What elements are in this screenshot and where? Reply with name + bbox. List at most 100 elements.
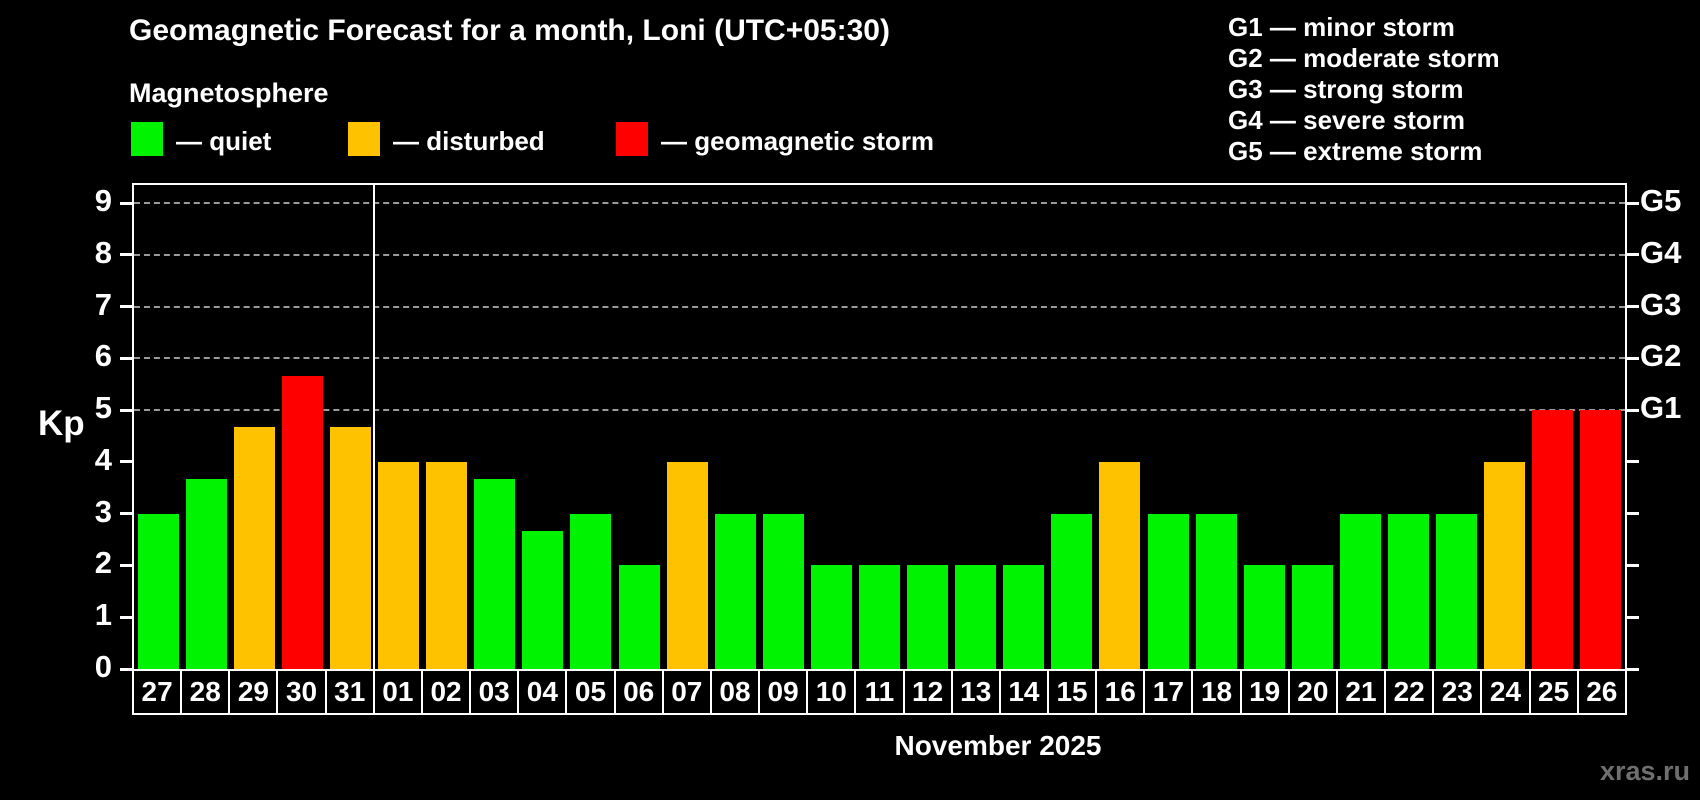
storm-scale-legend-item: G1 — minor storm [1228,12,1455,42]
y-tick-label-6: 6 [94,338,112,374]
bar-28 [185,479,227,669]
date-cell-11: 11 [854,669,905,715]
gridline-kp9 [134,202,1625,205]
bar-20 [1291,565,1333,669]
chart-title: Geomagnetic Forecast for a month, Loni (… [129,14,890,47]
storm-scale-legend-item: G3 — strong storm [1228,74,1464,104]
date-cell-13: 13 [950,669,1001,715]
left-tick-9 [120,201,132,205]
left-tick-7 [120,305,132,309]
date-cell-12: 12 [902,669,953,715]
y-tick-label-3: 3 [94,493,112,529]
chart-subtitle: Magnetosphere [129,78,329,108]
bar-21 [1339,513,1381,669]
g-scale-label-G4: G4 [1640,234,1682,270]
storm-legend-label: — geomagnetic storm [661,126,935,156]
right-tick-4 [1627,460,1639,464]
y-tick-label-1: 1 [94,597,112,633]
storm-scale-legend-item: G5 — extreme storm [1228,136,1483,166]
right-tick-5 [1627,408,1639,412]
date-cell-17: 17 [1143,669,1194,715]
bar-09 [762,513,804,669]
gridline-kp7 [134,305,1625,308]
right-tick-3 [1627,512,1639,516]
bar-17 [1147,513,1189,669]
date-cell-10: 10 [806,669,857,715]
date-cell-27: 27 [132,669,183,715]
date-cell-19: 19 [1239,669,1290,715]
bar-31 [329,427,371,669]
right-tick-2 [1627,563,1639,567]
g-scale-label-G5: G5 [1640,183,1682,219]
y-tick-label-8: 8 [94,234,112,270]
disturbed-legend-label: — disturbed [393,126,545,156]
left-tick-4 [120,460,132,464]
y-tick-label-9: 9 [94,183,112,219]
bar-30 [281,375,323,669]
bar-29 [233,427,275,669]
left-tick-8 [120,253,132,257]
date-cell-29: 29 [228,669,279,715]
date-cell-24: 24 [1480,669,1531,715]
bar-23 [1436,513,1478,669]
y-tick-label-4: 4 [94,441,112,477]
y-tick-label-2: 2 [94,545,112,581]
date-cell-26: 26 [1576,669,1627,715]
x-axis-label: November 2025 [894,730,1102,761]
bar-22 [1388,513,1430,669]
y-tick-label-5: 5 [94,390,112,426]
date-cell-09: 09 [758,669,809,715]
date-cell-20: 20 [1287,669,1338,715]
right-tick-6 [1627,356,1639,360]
left-tick-6 [120,356,132,360]
g-scale-label-G1: G1 [1640,390,1682,426]
bar-03 [474,479,516,669]
bar-04 [522,530,564,669]
bar-12 [907,565,949,669]
right-tick-9 [1627,201,1639,205]
date-cell-31: 31 [324,669,375,715]
plot-area [120,183,1639,671]
y-tick-label-7: 7 [94,286,112,322]
bar-06 [618,565,660,669]
date-cell-14: 14 [998,669,1049,715]
bar-13 [955,565,997,669]
date-cell-21: 21 [1335,669,1387,715]
date-cell-18: 18 [1191,669,1242,715]
left-tick-5 [120,408,132,412]
right-tick-7 [1627,305,1639,309]
quiet-legend-swatch [131,122,163,156]
date-cell-02: 02 [420,669,472,715]
bar-14 [1003,565,1045,669]
bar-19 [1243,565,1285,669]
date-cell-30: 30 [276,669,327,715]
date-cell-22: 22 [1384,669,1435,715]
bar-02 [426,461,468,669]
watermark: xras.ru [1599,756,1690,786]
storm-scale-legend-item: G2 — moderate storm [1228,43,1500,73]
date-axis-row: 27 28 29 30 31 01 02 03 04 05 06 07 08 09 10 11 12 13 14 15… [132,669,1627,715]
bar-24 [1484,461,1526,669]
bar-26 [1580,410,1622,669]
right-tick-1 [1627,615,1639,619]
left-tick-3 [120,512,132,516]
date-cell-15: 15 [1046,669,1098,715]
bar-15 [1051,513,1093,669]
date-cell-08: 08 [709,669,761,715]
gridline-kp8 [134,253,1625,256]
date-cell-05: 05 [565,669,616,715]
storm-scale-legend: G1 — minor storm G2 — moderate storm G3 — … [1228,12,1500,167]
date-cell-16: 16 [1095,669,1146,715]
date-cell-25: 25 [1528,669,1579,715]
disturbed-legend-swatch [348,122,380,156]
date-cell-23: 23 [1432,669,1483,715]
bar-08 [714,513,756,669]
left-tick-0 [120,667,132,671]
date-cell-01: 01 [372,669,423,715]
date-cell-04: 04 [517,669,568,715]
quiet-legend-label: — quiet [176,126,272,156]
right-tick-0 [1627,667,1639,671]
g-scale-label-G3: G3 [1640,286,1682,322]
left-tick-2 [120,563,132,567]
bar-10 [810,565,852,669]
